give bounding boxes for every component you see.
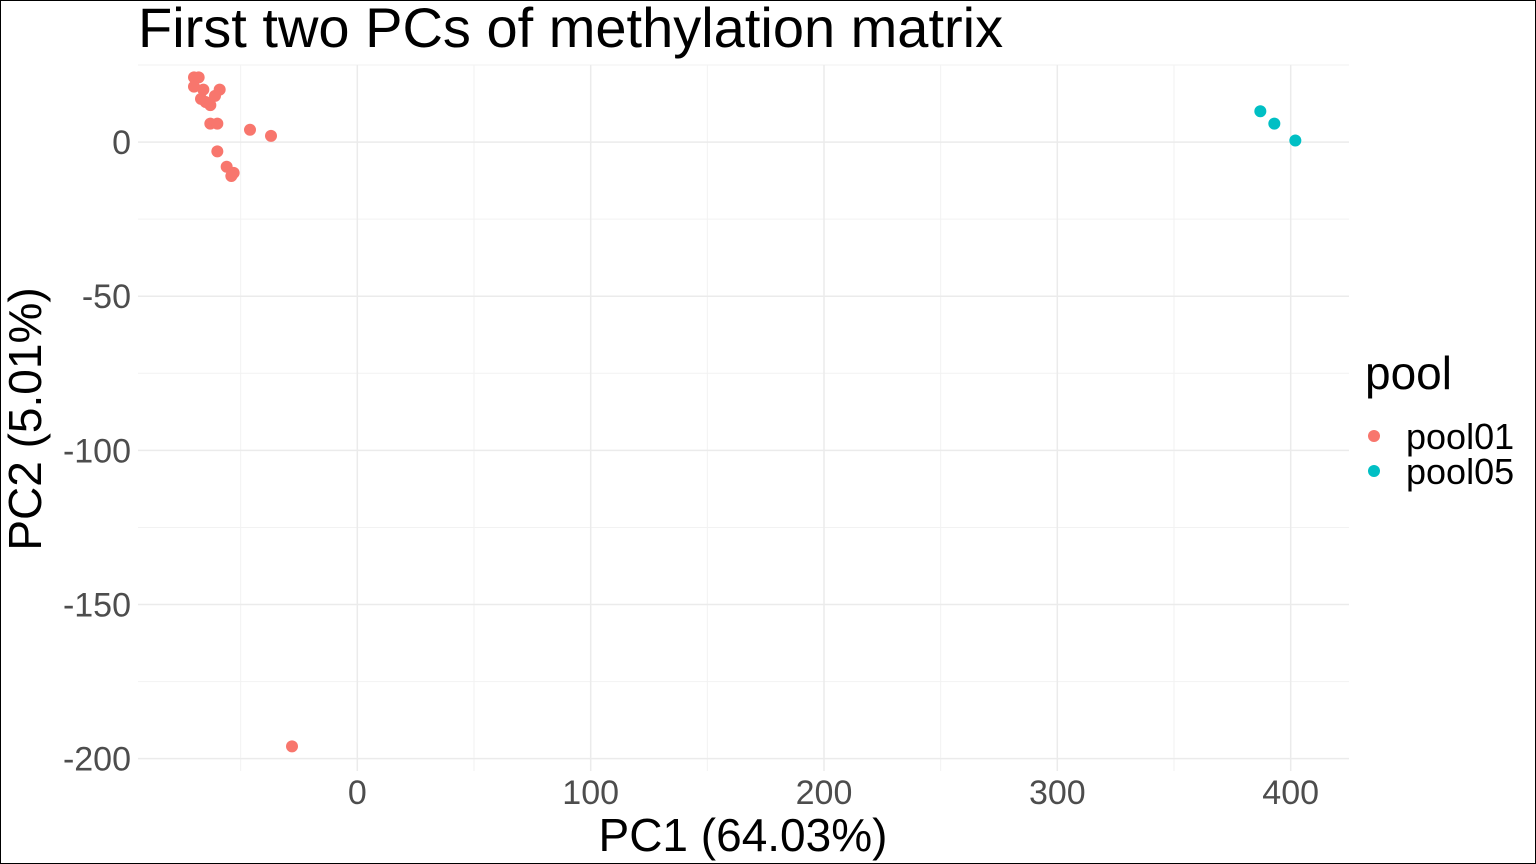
data-point-pool01 xyxy=(209,89,221,102)
legend-label-pool01: pool01 xyxy=(1406,416,1514,457)
x-tick-label: 100 xyxy=(562,774,619,812)
y-tick-label: -200 xyxy=(63,741,131,779)
data-point-pool05 xyxy=(1268,117,1281,130)
y-tick-label: -100 xyxy=(63,432,131,470)
major-gridlines xyxy=(138,65,1349,771)
x-tick-label: 0 xyxy=(348,774,367,812)
chart-title: First two PCs of methylation matrix xyxy=(138,1,1003,59)
y-tick-label: 0 xyxy=(112,124,131,162)
x-tick-label: 200 xyxy=(796,774,853,812)
data-point-pool01 xyxy=(244,123,256,136)
data-point-pool01 xyxy=(211,145,224,158)
y-tick-label: -50 xyxy=(82,278,131,316)
data-point-pool01 xyxy=(225,169,238,182)
y-axis-title: PC2 (5.01%) xyxy=(1,287,51,550)
data-point-pool01 xyxy=(197,83,210,96)
data-point-pool05 xyxy=(1254,105,1267,118)
x-axis-title: PC1 (64.03%) xyxy=(599,809,888,861)
x-tick-label: 300 xyxy=(1029,774,1086,812)
x-axis-ticks: 0 100 200 300 400 xyxy=(348,774,1319,812)
data-points xyxy=(188,71,1302,753)
legend-title: pool xyxy=(1365,347,1452,399)
minor-gridlines xyxy=(138,64,1349,771)
data-point-pool01 xyxy=(188,80,200,93)
data-point-pool05 xyxy=(1289,134,1302,147)
y-tick-label: -150 xyxy=(63,587,131,625)
data-point-pool01 xyxy=(204,99,217,112)
data-point-pool01 xyxy=(286,740,298,753)
data-point-pool01 xyxy=(192,71,205,84)
x-tick-label: 400 xyxy=(1262,774,1319,812)
y-axis-ticks: 0 -50 -100 -150 -200 xyxy=(63,124,131,779)
legend-key-pool01 xyxy=(1368,430,1380,442)
legend-label-pool05: pool05 xyxy=(1406,451,1514,492)
data-point-pool01 xyxy=(265,129,277,142)
data-point-pool01 xyxy=(211,117,224,130)
legend-key-pool05 xyxy=(1368,465,1380,477)
